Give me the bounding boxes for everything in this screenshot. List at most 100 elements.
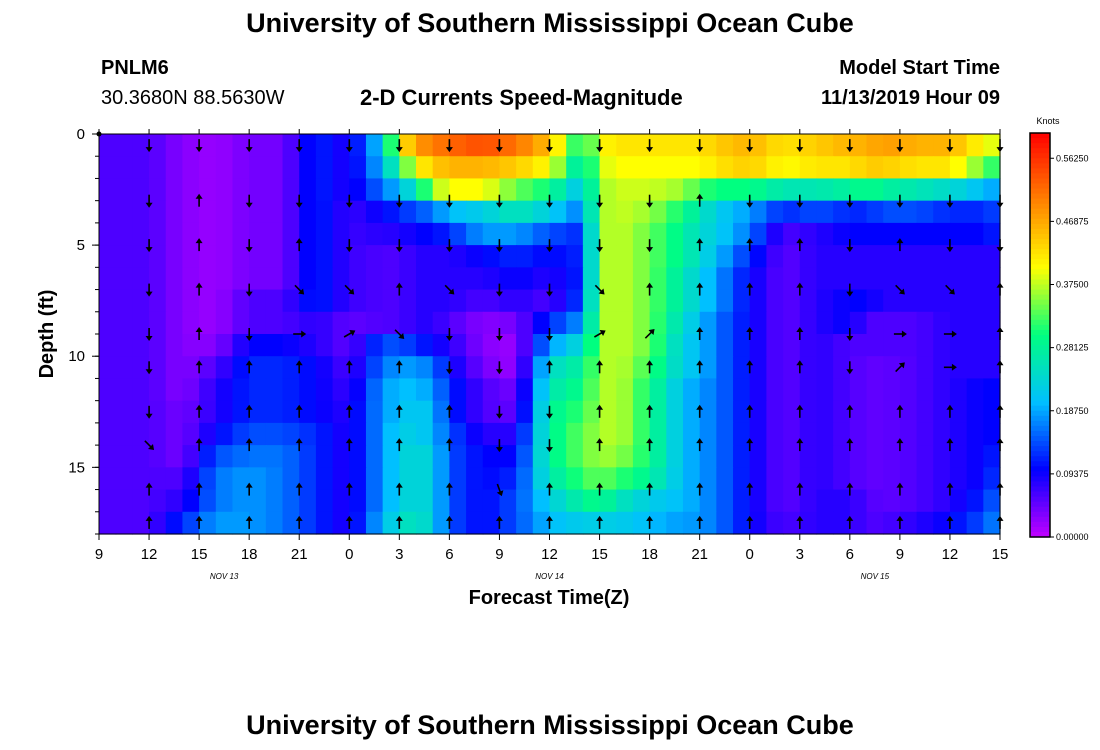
heatmap-cell — [165, 356, 184, 380]
colorbar-frame — [1029, 132, 1051, 538]
x-tick-label: 12 — [141, 546, 158, 563]
heatmap-cell — [349, 334, 367, 357]
heatmap-cell — [199, 378, 217, 402]
heatmap-cell — [115, 289, 133, 313]
heatmap-cell — [299, 289, 317, 313]
heatmap-cell — [365, 200, 384, 224]
heatmap-cell — [599, 178, 617, 202]
heatmap-cell — [215, 445, 234, 468]
heatmap-cell — [783, 445, 801, 468]
heatmap-cell — [883, 489, 901, 513]
heatmap-cell — [532, 245, 551, 268]
heatmap-cell — [933, 356, 951, 380]
heatmap-cell — [416, 289, 434, 313]
heatmap-cell — [716, 489, 734, 513]
current-arrow — [646, 360, 654, 374]
heatmap-cell — [132, 511, 150, 535]
heatmap-cell — [399, 445, 417, 468]
colorbar-segment — [1030, 208, 1050, 215]
heatmap-cell — [382, 267, 400, 291]
current-arrow — [896, 404, 904, 418]
heatmap-cell — [532, 422, 551, 446]
heatmap-cell — [265, 134, 284, 157]
heatmap-cell — [249, 511, 267, 535]
colorbar-segment — [1030, 451, 1050, 457]
heatmap-cell — [115, 467, 133, 491]
x-axis-label: Forecast Time(Z) — [469, 587, 630, 609]
heatmap-cell — [616, 511, 634, 535]
heatmap-cell — [282, 267, 300, 291]
heatmap-cell — [365, 178, 384, 202]
heatmap-cell — [816, 245, 834, 268]
heatmap-cell — [115, 489, 133, 513]
heatmap-cell — [516, 378, 534, 402]
colorbar-segment — [1030, 249, 1050, 255]
heatmap-cell — [516, 422, 534, 446]
heatmap-cell — [816, 445, 834, 468]
heatmap-cell — [99, 334, 117, 357]
heatmap-cell — [249, 267, 267, 291]
current-arrow — [445, 515, 453, 529]
heatmap-cell — [416, 378, 434, 402]
current-arrow — [644, 329, 655, 339]
heatmap-cell — [682, 356, 701, 380]
heatmap-cell — [99, 245, 117, 268]
heatmap-cell — [866, 134, 884, 157]
heatmap-cell — [966, 400, 984, 424]
heatmap-cell — [833, 511, 851, 535]
heatmap-cell — [783, 334, 801, 357]
heatmap-cell — [866, 245, 884, 268]
colorbar-segment — [1030, 274, 1050, 281]
heatmap-cell — [783, 400, 801, 424]
heatmap-cell — [315, 134, 334, 157]
heatmap-cell — [666, 134, 684, 157]
heatmap-cell — [933, 445, 951, 468]
heatmap-cell — [949, 245, 968, 268]
heatmap-cell — [499, 156, 517, 180]
heatmap-cell — [733, 134, 751, 157]
heatmap-cell — [249, 289, 267, 313]
heatmap-cell — [165, 289, 184, 313]
current-arrow — [293, 330, 307, 338]
heatmap-cell — [416, 267, 434, 291]
heatmap-cell — [649, 511, 667, 535]
heatmap-cell — [666, 267, 684, 291]
heatmap-cell — [849, 445, 868, 468]
heatmap-cell — [432, 222, 450, 246]
heatmap-cell — [632, 245, 651, 268]
colorbar-segment — [1030, 304, 1050, 311]
heatmap-cell — [783, 267, 801, 291]
heatmap-cell — [883, 156, 901, 180]
heatmap-cell — [949, 222, 968, 246]
heatmap-cell — [699, 511, 717, 535]
heatmap-cell — [983, 222, 1001, 246]
heatmap-cell — [399, 422, 417, 446]
colorbar-segment — [1030, 516, 1050, 523]
heatmap-cell — [883, 400, 901, 424]
heatmap-cell — [299, 134, 317, 157]
heatmap-cell — [532, 311, 551, 335]
heatmap-cell — [382, 489, 400, 513]
heatmap-cell — [165, 200, 184, 224]
heatmap-cell — [616, 200, 634, 224]
heatmap-cell — [616, 267, 634, 291]
heatmap-cell — [399, 134, 417, 157]
colorbar-segment — [1030, 425, 1050, 432]
heatmap-cell — [849, 356, 868, 380]
heatmap-cell — [566, 311, 584, 335]
heatmap-cell — [332, 156, 350, 180]
heatmap-cell — [716, 334, 734, 357]
heatmap-cell — [332, 489, 350, 513]
heatmap-cell — [332, 400, 350, 424]
heatmap-cell — [416, 178, 434, 202]
heatmap-cell — [199, 267, 217, 291]
heatmap-cell — [182, 334, 200, 357]
heatmap-cell — [632, 311, 651, 335]
heatmap-cell — [666, 334, 684, 357]
heatmap-cell — [449, 489, 467, 513]
current-arrow — [395, 482, 403, 496]
heatmap-cell — [349, 356, 367, 380]
heatmap-cell — [933, 156, 951, 180]
heatmap-cell — [182, 200, 200, 224]
heatmap-cell — [983, 378, 1001, 402]
